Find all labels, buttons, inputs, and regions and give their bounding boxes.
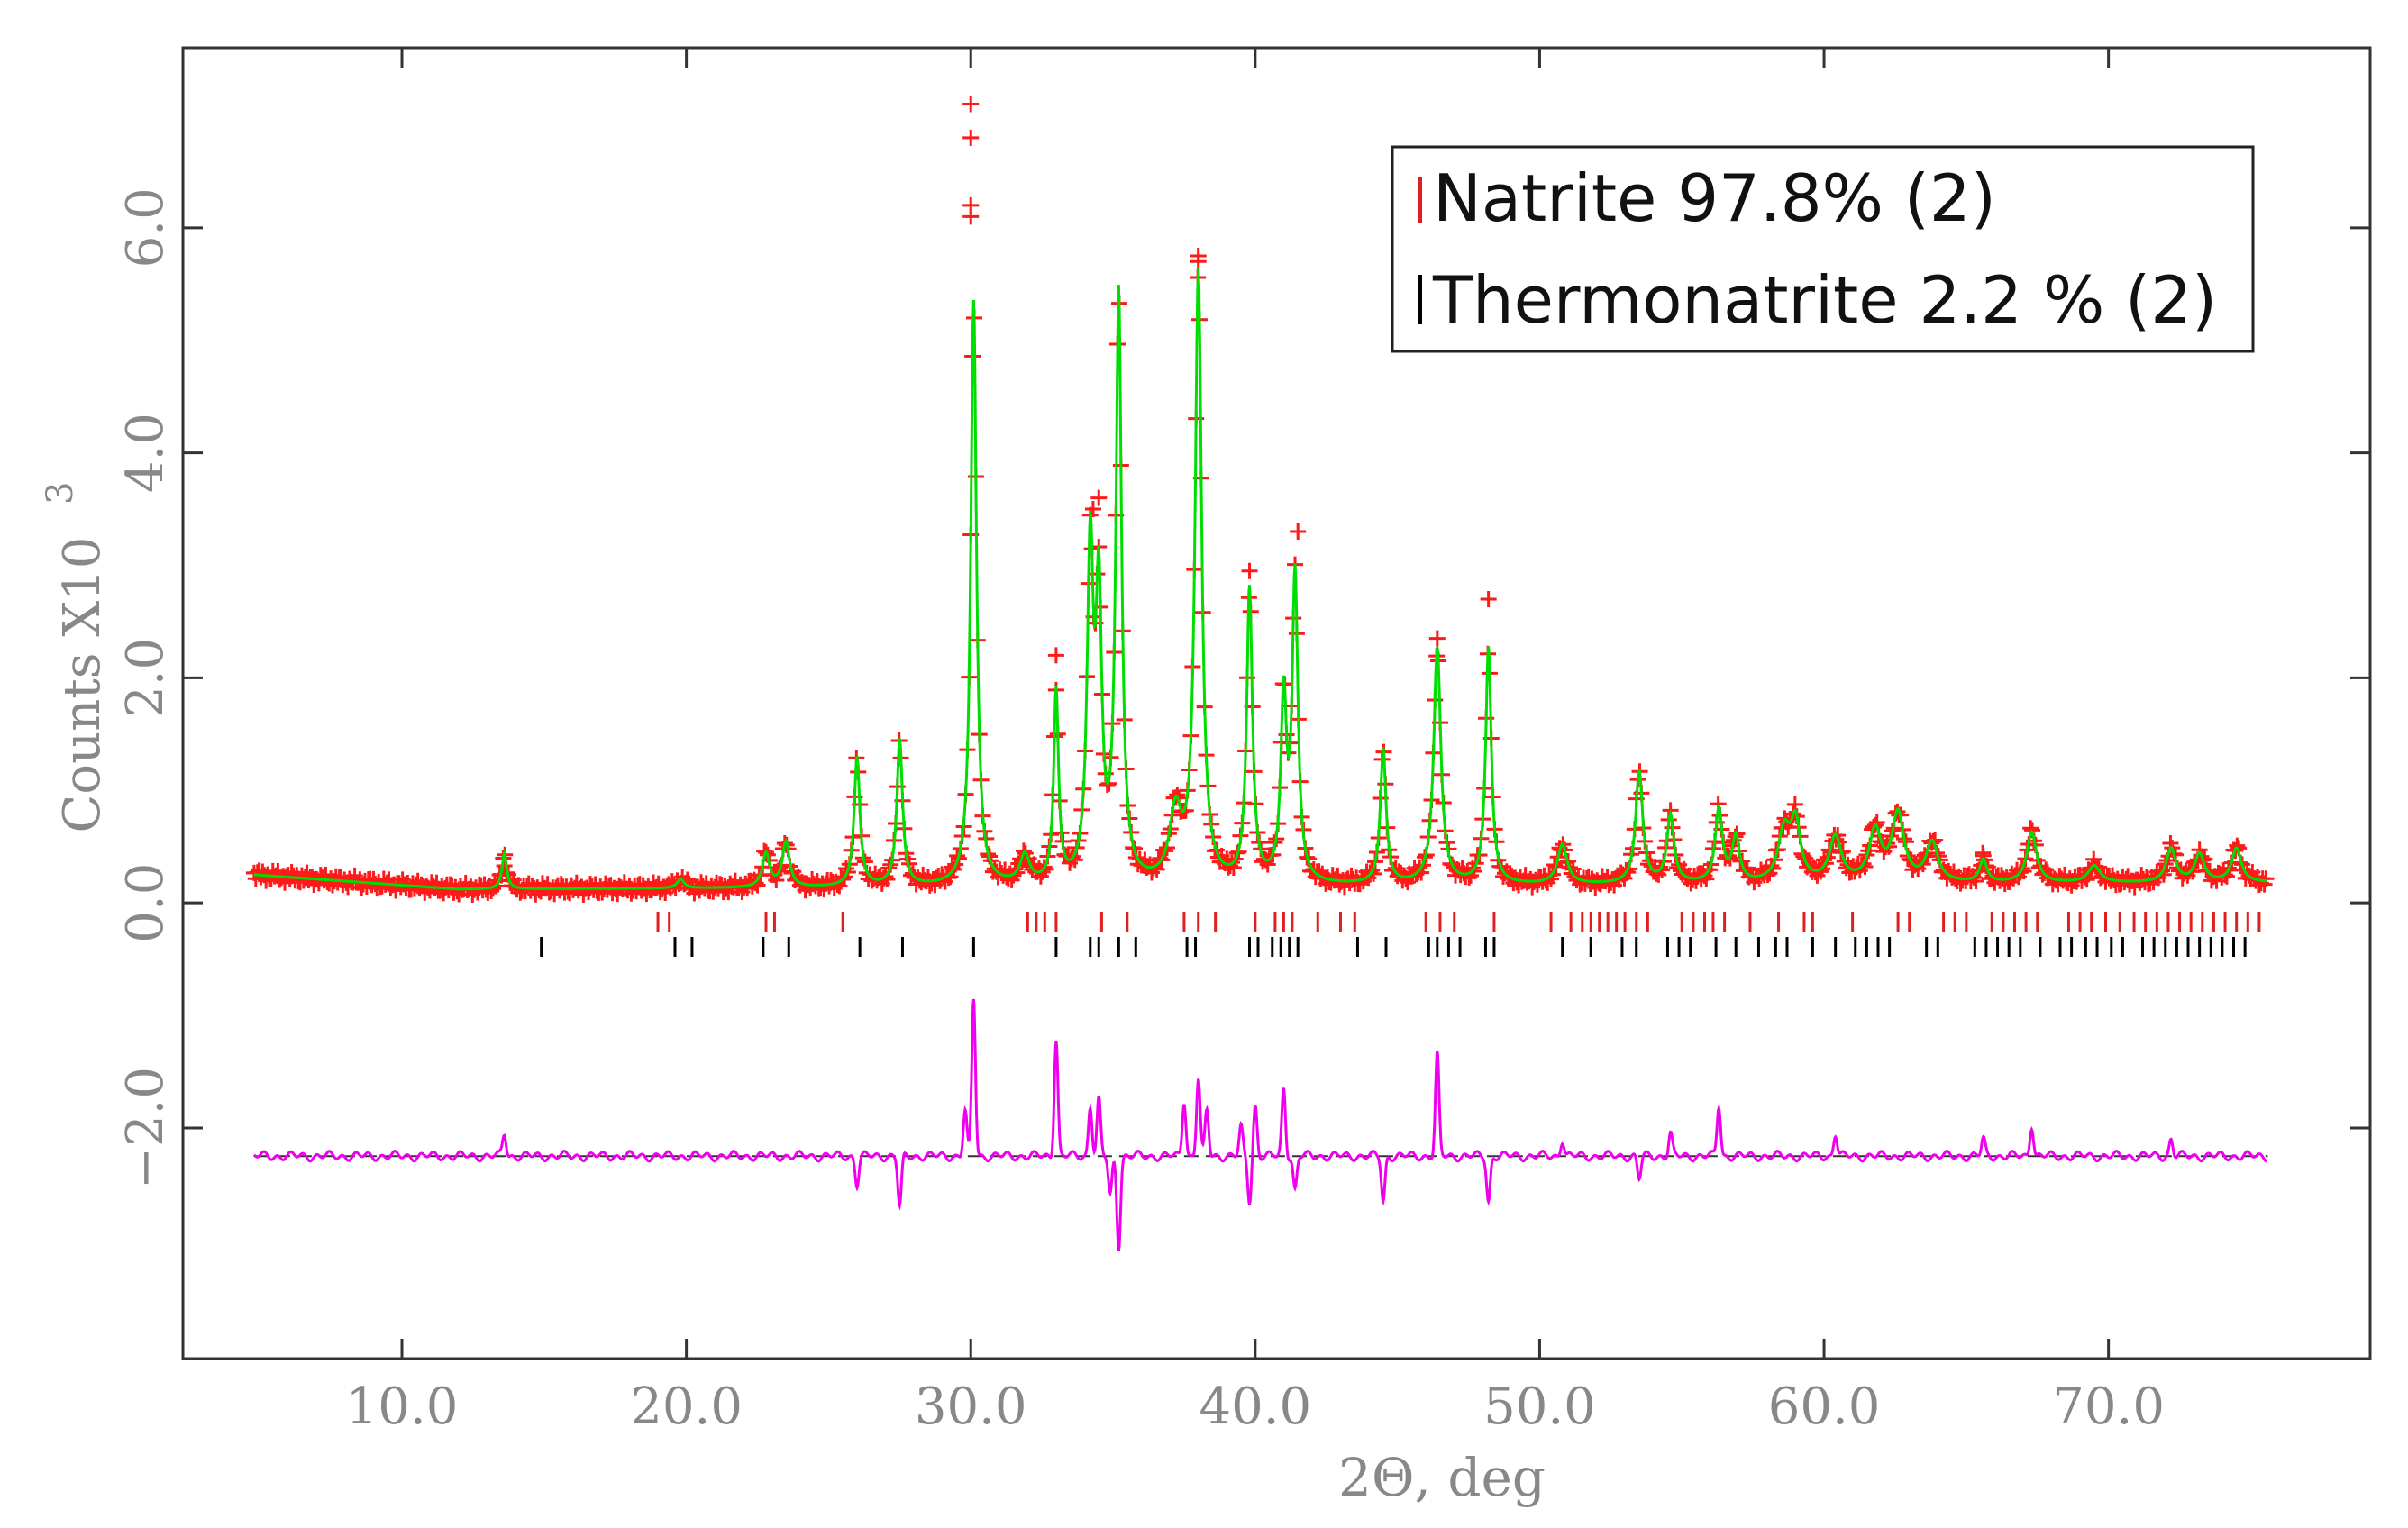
y-axis-exponent: 3 [40,482,81,505]
legend: Natrite 97.8% (2) Thermonatrite 2.2 % (2… [1391,145,2255,353]
observed-point [1923,834,1940,851]
calculated-profile-line [253,268,2267,891]
axis-ticks [183,48,2370,1359]
plot-frame [181,46,2372,1360]
observed-outlier-point [496,857,513,874]
observed-outlier-point [962,208,980,225]
observed-outlier-point [1290,523,1307,541]
legend-box [1391,145,2255,353]
y-axis-title: Counts X10 [53,537,112,833]
observed-point [1720,848,1737,865]
x-axis-title: 2Θ, deg [1338,1447,1546,1508]
y-tick-label: 6.0 [116,187,175,268]
observed-outlier-point [1084,501,1101,518]
x-tick-label: 50.0 [1483,1378,1596,1436]
observed-outlier-point [1090,489,1108,506]
y-tick-label: 0.0 [116,863,175,943]
x-tick-label: 10.0 [346,1378,459,1436]
y-tick-label: 2.0 [116,638,175,718]
y-tick-label: −2.0 [116,1067,175,1189]
y-tick-label: 4.0 [116,413,175,493]
x-tick-label: 30.0 [915,1378,1027,1436]
observed-point [2258,870,2275,887]
observed-outlier-point [1975,847,1992,864]
tick-marks-layer [540,912,2261,957]
observed-outlier-point [1480,590,1497,607]
legend-natrite-label: Natrite 97.8% (2) [1433,160,1996,236]
axis-tick-labels: 10.0 20.0 30.0 40.0 50.0 60.0 70.0 −2.0 0.0 2.0 4.… [116,187,2165,1436]
observed-point [1914,856,1931,873]
observed-outlier-point [1241,562,1258,579]
observed-outlier-point [1190,253,1207,270]
x-tick-label: 20.0 [630,1378,743,1436]
observed-outlier-point [1428,630,1446,647]
x-tick-label: 60.0 [1768,1378,1881,1436]
difference-curve-line [252,998,2268,1251]
observed-point [1008,864,1026,881]
y-axis-title-group: Counts X10 3 [40,482,112,833]
x-tick-label: 40.0 [1199,1378,1311,1436]
legend-thermonatrite-marker [1418,275,1422,324]
observed-outlier-point [962,96,980,113]
observed-outlier-point [1047,647,1064,664]
legend-thermonatrite-label: Thermonatrite 2.2 % (2) [1432,262,2217,338]
x-tick-label: 70.0 [2052,1378,2165,1436]
legend-natrite-marker [1418,177,1422,223]
observed-outlier-point [962,129,980,146]
